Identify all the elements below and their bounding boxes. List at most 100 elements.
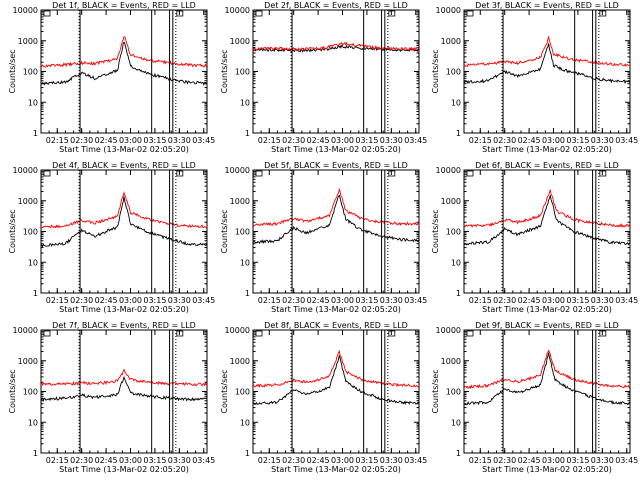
x-tick-label: 02:30 [493, 296, 516, 305]
x-tick-label: 03:15 [143, 136, 166, 145]
y-axis-label: Counts/sec [431, 49, 440, 93]
x-tick-label: 02:30 [282, 136, 305, 145]
corner-box [388, 170, 396, 177]
y-axis-label: Counts/sec [220, 49, 229, 93]
y-tick-label: 100 [23, 68, 38, 77]
panel-det-1: 1 10 100 1000 10000 02:15 02:30 02:45 03:00 03:15… [8, 1, 215, 154]
y-tick-label: 1 [456, 449, 461, 458]
x-tick-label: 03:45 [404, 296, 427, 305]
x-tick-label: 02:45 [307, 456, 330, 465]
series-events-line [40, 196, 208, 248]
y-axis-label: Counts/sec [8, 209, 17, 253]
x-axis-label: Start Time (13-Mar-02 02:05:20) [482, 305, 612, 314]
x-tick-label: 03:30 [168, 136, 191, 145]
y-tick-label: 10000 [225, 326, 250, 335]
x-tick-label: 03:15 [566, 456, 589, 465]
y-tick-label: 10000 [225, 166, 250, 175]
x-tick-label: 02:30 [493, 136, 516, 145]
y-tick-label: 100 [23, 228, 38, 237]
y-tick-label: 100 [446, 388, 461, 397]
x-tick-label: 03:15 [566, 136, 589, 145]
y-tick-label: 10 [451, 98, 461, 107]
x-tick-label: 02:45 [95, 456, 118, 465]
corner-box [43, 170, 51, 177]
plot-frame [40, 169, 208, 294]
series-lld-line [40, 368, 208, 387]
y-tick-label: 10 [28, 418, 38, 427]
corner-box [466, 330, 474, 337]
panel-title: Det 8f, BLACK = Events, RED = LLD [264, 321, 408, 330]
y-tick-label: 1000 [230, 357, 250, 366]
y-tick-label: 10 [28, 258, 38, 267]
corner-box [599, 10, 607, 17]
y-tick-label: 10 [451, 258, 461, 267]
x-tick-label: 03:15 [355, 136, 378, 145]
y-tick-label: 1 [33, 289, 38, 298]
x-tick-label: 03:45 [615, 456, 638, 465]
x-tick-label: 03:45 [192, 456, 215, 465]
x-tick-label: 02:30 [282, 456, 305, 465]
series-events-line [252, 355, 420, 406]
x-tick-label: 02:45 [307, 136, 330, 145]
plot-frame [252, 169, 420, 294]
x-tick-label: 02:15 [469, 136, 492, 145]
y-tick-label: 100 [446, 68, 461, 77]
corner-box [255, 170, 263, 177]
x-tick-label: 03:00 [542, 136, 565, 145]
x-tick-label: 03:15 [143, 296, 166, 305]
y-tick-label: 10 [240, 418, 250, 427]
panel-title: Det 2f, BLACK = Events, RED = LLD [264, 1, 408, 10]
x-tick-label: 03:45 [192, 296, 215, 305]
x-tick-label: 03:00 [542, 296, 565, 305]
x-tick-label: 03:00 [331, 456, 354, 465]
series-events-line [463, 195, 631, 246]
y-axis-label: Counts/sec [8, 49, 17, 93]
x-tick-label: 03:30 [380, 136, 403, 145]
plot-frame [252, 329, 420, 454]
panel-det-2: 1 10 100 1000 10000 02:15 02:30 02:45 03:00 03:15… [220, 1, 427, 154]
panel-title: Det 5f, BLACK = Events, RED = LLD [264, 161, 408, 170]
x-tick-label: 02:15 [258, 296, 281, 305]
series-events-line [40, 41, 208, 86]
y-tick-label: 1 [33, 129, 38, 138]
corner-box [599, 170, 607, 177]
x-tick-label: 02:15 [46, 456, 69, 465]
x-axis-label: Start Time (13-Mar-02 02:05:20) [59, 305, 189, 314]
y-tick-label: 1000 [230, 37, 250, 46]
series-events-line [252, 194, 420, 245]
panel-det-6: 1 10 100 1000 10000 02:15 02:30 02:45 03:00 03:15… [431, 161, 638, 314]
series-events-line [463, 43, 631, 85]
plot-frame [463, 169, 631, 294]
y-tick-label: 10000 [436, 166, 461, 175]
x-tick-label: 02:45 [95, 296, 118, 305]
x-tick-label: 02:15 [469, 296, 492, 305]
y-tick-label: 1 [456, 129, 461, 138]
panel-title: Det 4f, BLACK = Events, RED = LLD [52, 161, 196, 170]
y-tick-label: 10 [451, 418, 461, 427]
y-tick-label: 1000 [18, 357, 38, 366]
x-tick-label: 02:45 [518, 296, 541, 305]
series-lld-line [463, 349, 631, 390]
corner-box [43, 330, 51, 337]
series-lld-line [252, 187, 420, 227]
x-axis-label: Start Time (13-Mar-02 02:05:20) [271, 145, 401, 154]
panel-title: Det 3f, BLACK = Events, RED = LLD [475, 1, 619, 10]
series-lld-line [252, 41, 420, 52]
x-tick-label: 03:15 [143, 456, 166, 465]
x-tick-label: 03:15 [355, 456, 378, 465]
y-tick-label: 1000 [230, 197, 250, 206]
panel-det-3: 1 10 100 1000 10000 02:15 02:30 02:45 03:00 03:15… [431, 1, 638, 154]
corner-box [388, 330, 396, 337]
x-axis-label: Start Time (13-Mar-02 02:05:20) [271, 465, 401, 474]
y-axis-label: Counts/sec [220, 209, 229, 253]
panel-title: Det 6f, BLACK = Events, RED = LLD [475, 161, 619, 170]
x-tick-label: 03:30 [591, 296, 614, 305]
x-tick-label: 03:30 [380, 456, 403, 465]
plot-frame [252, 9, 420, 134]
y-tick-label: 100 [235, 388, 250, 397]
x-tick-label: 03:30 [168, 296, 191, 305]
x-tick-label: 02:45 [95, 136, 118, 145]
x-tick-label: 02:30 [70, 296, 93, 305]
x-axis-label: Start Time (13-Mar-02 02:05:20) [271, 305, 401, 314]
y-tick-label: 1000 [18, 197, 38, 206]
